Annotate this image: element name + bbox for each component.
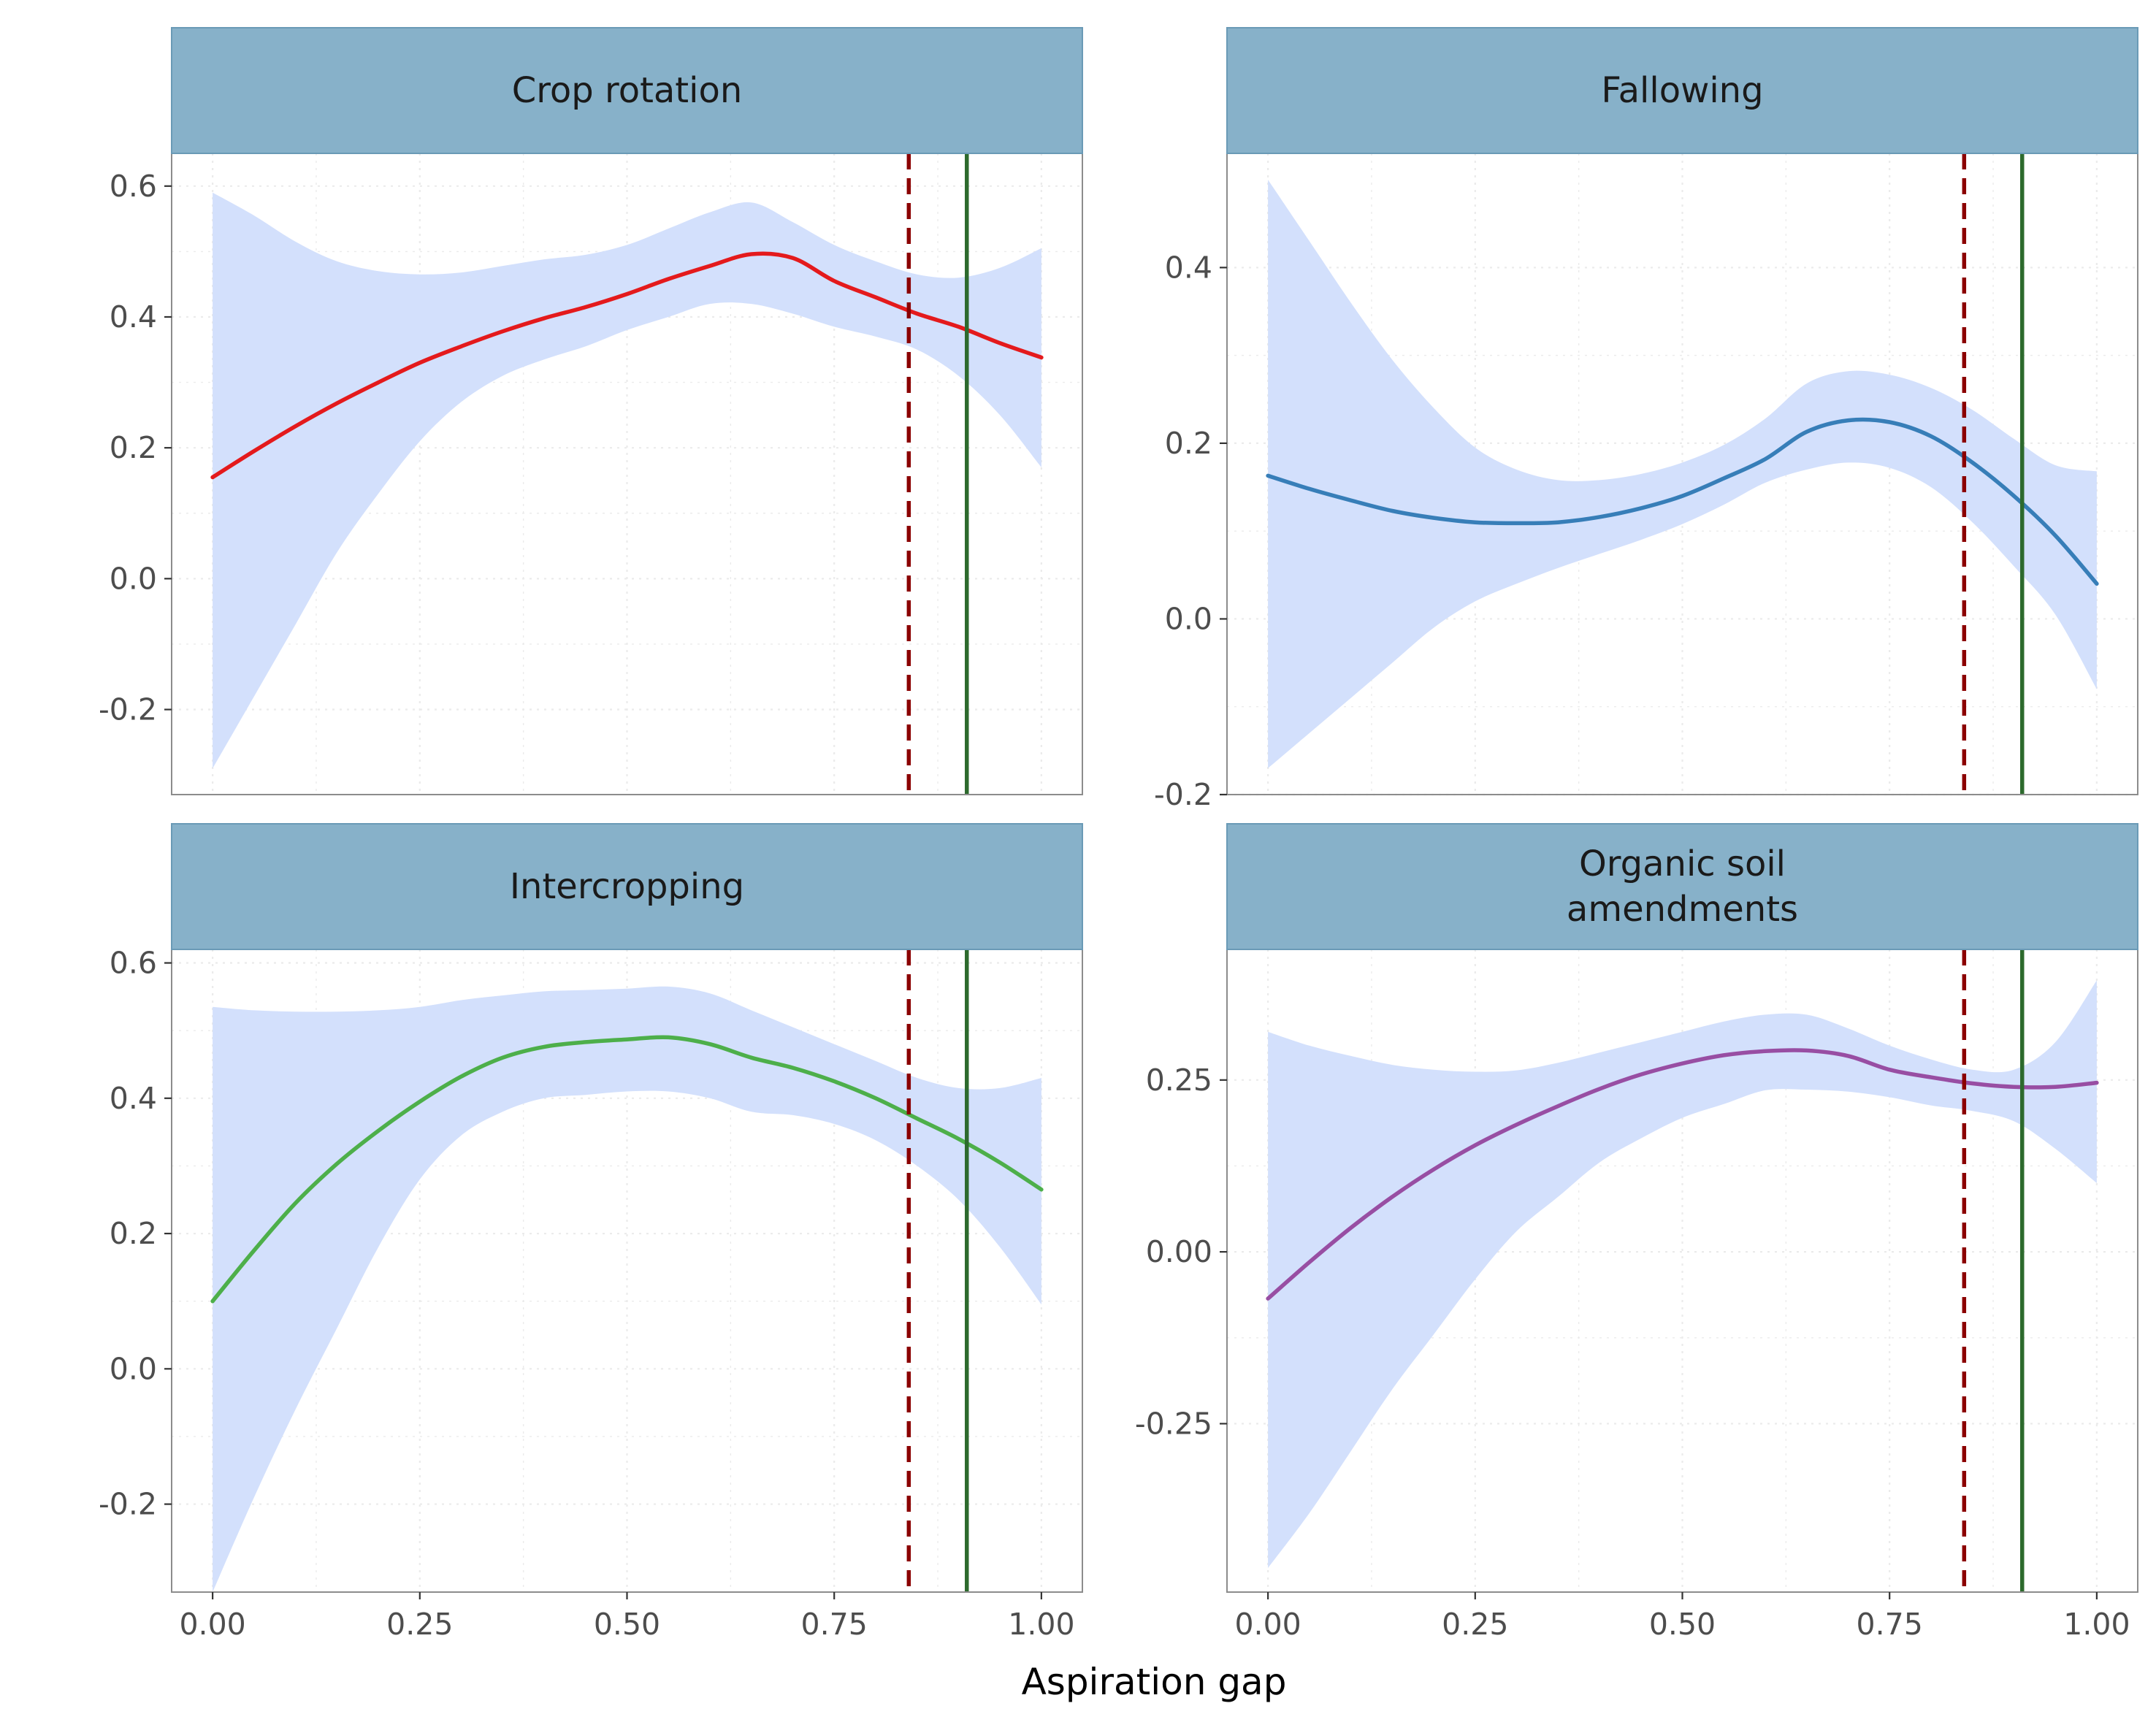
y-tick-label: -0.2 bbox=[99, 1487, 157, 1522]
y-tick-label: 0.6 bbox=[110, 169, 157, 204]
facet-panel-1: Fallowing -0.2 0.0 0.2 0.4 bbox=[1154, 27, 2138, 812]
x-tick-label: 0.00 bbox=[179, 1607, 245, 1642]
y-tick-label: -0.2 bbox=[99, 692, 157, 727]
x-tick-label: 0.75 bbox=[1857, 1607, 1923, 1642]
y-tick-label: 0.0 bbox=[1165, 601, 1212, 636]
confidence-band bbox=[1268, 980, 2097, 1569]
x-tick-label: 0.50 bbox=[1649, 1607, 1716, 1642]
y-tick-label: 0.2 bbox=[110, 1216, 157, 1251]
y-tick-label: -0.2 bbox=[1154, 777, 1212, 812]
facet-panel-3: Organic soil amendments -0.25 0.00 0.25 0.00 0… bbox=[1135, 823, 2138, 1642]
facet-title: Intercropping bbox=[510, 866, 744, 907]
facet-panels: Crop rotation -0.2 0.0 0.2 0.4 0.6 Fallowing -0… bbox=[99, 27, 2138, 1642]
y-tick-label: 0.2 bbox=[1165, 426, 1212, 461]
facet-strip bbox=[171, 823, 1083, 950]
facet-title: Crop rotation bbox=[512, 70, 743, 111]
confidence-band bbox=[213, 986, 1041, 1592]
x-tick-label: 1.00 bbox=[1008, 1607, 1074, 1642]
y-tick-label: 0.4 bbox=[110, 1081, 157, 1116]
fitted-line bbox=[210, 251, 1044, 480]
x-tick-label: 1.00 bbox=[2063, 1607, 2130, 1642]
x-axis-title: Aspiration gap bbox=[1022, 1661, 1287, 1703]
facet-strip bbox=[171, 27, 1083, 154]
y-tick-label: 0.2 bbox=[110, 430, 157, 465]
x-tick-label: 0.00 bbox=[1234, 1607, 1301, 1642]
y-tick-label: -0.25 bbox=[1135, 1406, 1212, 1441]
y-tick-label: 0.0 bbox=[110, 1351, 157, 1386]
x-tick-label: 0.50 bbox=[594, 1607, 660, 1642]
fitted-line bbox=[1266, 1048, 2099, 1301]
x-tick-label: 0.75 bbox=[801, 1607, 868, 1642]
y-tick-label: 0.25 bbox=[1146, 1063, 1212, 1098]
fitted-line bbox=[210, 1035, 1044, 1304]
fitted-line bbox=[1266, 417, 2099, 586]
x-tick-label: 0.25 bbox=[386, 1607, 453, 1642]
confidence-band bbox=[213, 192, 1041, 769]
facet-strip bbox=[1226, 27, 2138, 154]
facet-title: Fallowing bbox=[1601, 70, 1763, 111]
facet-title: Organic soil bbox=[1579, 844, 1786, 884]
facet-panel-2: Intercropping -0.2 0.0 0.2 0.4 0.6 0.00 0.25 0.5… bbox=[99, 823, 1083, 1642]
facet-panel-0: Crop rotation -0.2 0.0 0.2 0.4 0.6 bbox=[99, 27, 1083, 795]
facet-title: amendments bbox=[1567, 889, 1798, 930]
y-tick-label: 0.6 bbox=[110, 946, 157, 981]
x-tick-label: 0.25 bbox=[1442, 1607, 1508, 1642]
y-tick-label: 0.0 bbox=[110, 561, 157, 596]
y-tick-label: 0.00 bbox=[1146, 1234, 1212, 1269]
confidence-band bbox=[1268, 180, 2097, 768]
facet-strip bbox=[1226, 823, 2138, 950]
y-tick-label: 0.4 bbox=[1165, 250, 1212, 285]
y-tick-label: 0.4 bbox=[110, 299, 157, 334]
